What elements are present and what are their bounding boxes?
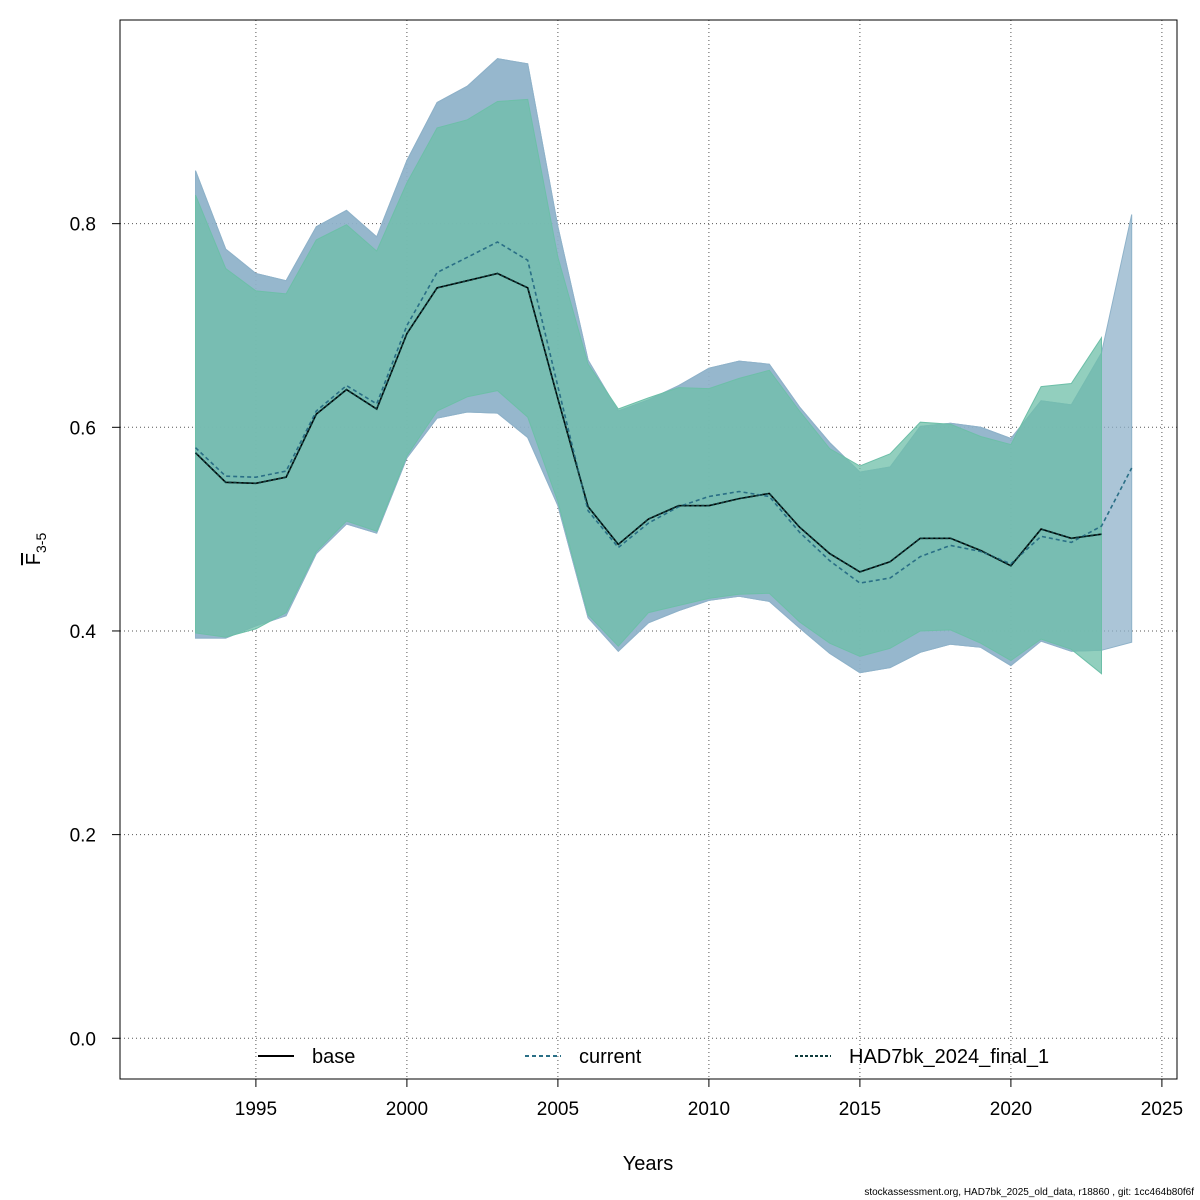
y-tick-label: 0.0 — [70, 1029, 96, 1050]
x-tick-label: 2025 — [1141, 1099, 1183, 1120]
x-tick-label: 2020 — [990, 1099, 1032, 1120]
x-axis-title: Years — [623, 1153, 673, 1175]
confidence-band-HAD7bk_2024_final_1 — [195, 98, 1102, 675]
x-tick-label: 2015 — [839, 1099, 881, 1120]
y-tick-label: 0.2 — [70, 826, 96, 847]
y-axis: 0.0 0.2 0.4 0.6 0.8 — [70, 215, 120, 1050]
x-tick-label: 2010 — [688, 1099, 730, 1120]
x-tick-label: 2005 — [537, 1099, 579, 1120]
legend-label-HAD7bk_2024_final_1: HAD7bk_2024_final_1 — [849, 1046, 1049, 1068]
footer-credit: stockassessment.org, HAD7bk_2025_old_dat… — [864, 1187, 1194, 1198]
y-tick-label: 0.4 — [70, 622, 97, 643]
legend: base current HAD7bk_2024_final_1 — [258, 1046, 1049, 1068]
series-line-HAD7bk_2024_final_1 — [194, 272, 1102, 573]
y-axis-title-main: F — [23, 553, 45, 565]
x-axis: 1995 2000 2005 2010 2015 2020 2025 — [235, 1079, 1183, 1120]
series-lines — [194, 241, 1133, 584]
legend-label-base: base — [312, 1046, 355, 1068]
svg-text:F3-5: F3-5 — [23, 533, 49, 566]
x-tick-label: 2000 — [386, 1099, 428, 1120]
y-tick-label: 0.8 — [70, 215, 96, 236]
legend-label-current: current — [579, 1046, 642, 1068]
x-tick-label: 1995 — [235, 1099, 277, 1120]
y-axis-title: F3-5 — [23, 533, 49, 566]
plot-frame — [119, 19, 1178, 1080]
y-tick-label: 0.6 — [70, 418, 96, 439]
confidence-bands — [195, 58, 1133, 675]
y-axis-title-sub: 3-5 — [33, 533, 49, 553]
